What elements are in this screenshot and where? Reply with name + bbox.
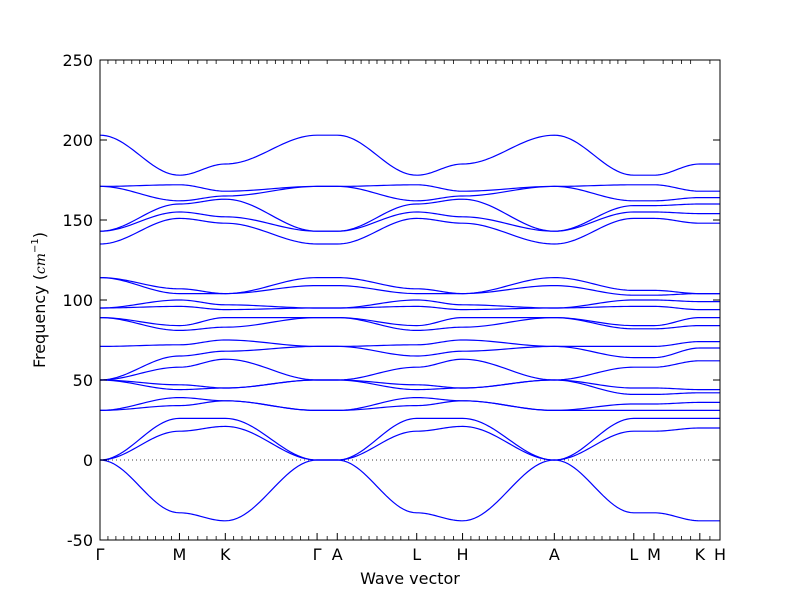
x-tick-label: M	[647, 545, 661, 564]
y-tick-label: 100	[62, 291, 93, 310]
y-tick-label: 150	[62, 211, 93, 230]
x-tick-label: Γ	[96, 545, 105, 564]
band-12	[99, 317, 720, 327]
band-11	[99, 316, 720, 332]
x-tick-label: A	[549, 545, 560, 564]
band-9	[99, 345, 720, 381]
band-19	[99, 198, 720, 232]
x-tick-label: L	[629, 545, 638, 564]
band-15	[99, 277, 720, 296]
x-tick-label: L	[412, 545, 421, 564]
y-tick-label: 50	[73, 371, 93, 390]
y-axis: -50 0 50 100 150 200 250	[62, 51, 720, 550]
y-tick-label: -50	[67, 531, 93, 550]
band-8	[99, 358, 720, 381]
y-axis-label-close: )	[30, 232, 49, 238]
band-13	[99, 305, 720, 311]
band-21	[99, 184, 720, 192]
band-4	[99, 400, 720, 411]
band-5	[99, 396, 720, 412]
x-tick-label: K	[695, 545, 706, 564]
x-tick-label: H	[457, 545, 469, 564]
y-tick-label: 250	[62, 51, 93, 70]
y-tick-label: 0	[83, 451, 93, 470]
x-axis-label: Wave vector	[360, 569, 460, 588]
band-18	[99, 211, 720, 232]
plot-area	[99, 134, 720, 522]
x-tick-label: H	[714, 545, 726, 564]
band-20	[99, 185, 720, 202]
x-tick-label: M	[173, 545, 187, 564]
y-axis-label-unit: cm	[33, 253, 49, 274]
band-2	[99, 425, 720, 461]
plot-frame	[99, 59, 721, 541]
y-axis-label: Frequency (cm−1)	[30, 232, 49, 368]
band-1	[99, 459, 720, 522]
band-22	[99, 134, 720, 176]
y-axis-label-exp: −1	[30, 238, 41, 253]
band-10	[99, 339, 720, 347]
band-16	[99, 276, 720, 295]
band-14	[99, 299, 720, 309]
y-tick-label: 200	[62, 131, 93, 150]
band-3	[99, 417, 720, 461]
band-6	[99, 379, 720, 395]
y-axis-label-text: Frequency (	[30, 274, 49, 368]
x-tick-label: A	[332, 545, 343, 564]
x-tick-label: Γ	[313, 545, 322, 564]
band-7	[99, 379, 720, 391]
band-17	[99, 217, 720, 245]
x-tick-label: K	[220, 545, 231, 564]
